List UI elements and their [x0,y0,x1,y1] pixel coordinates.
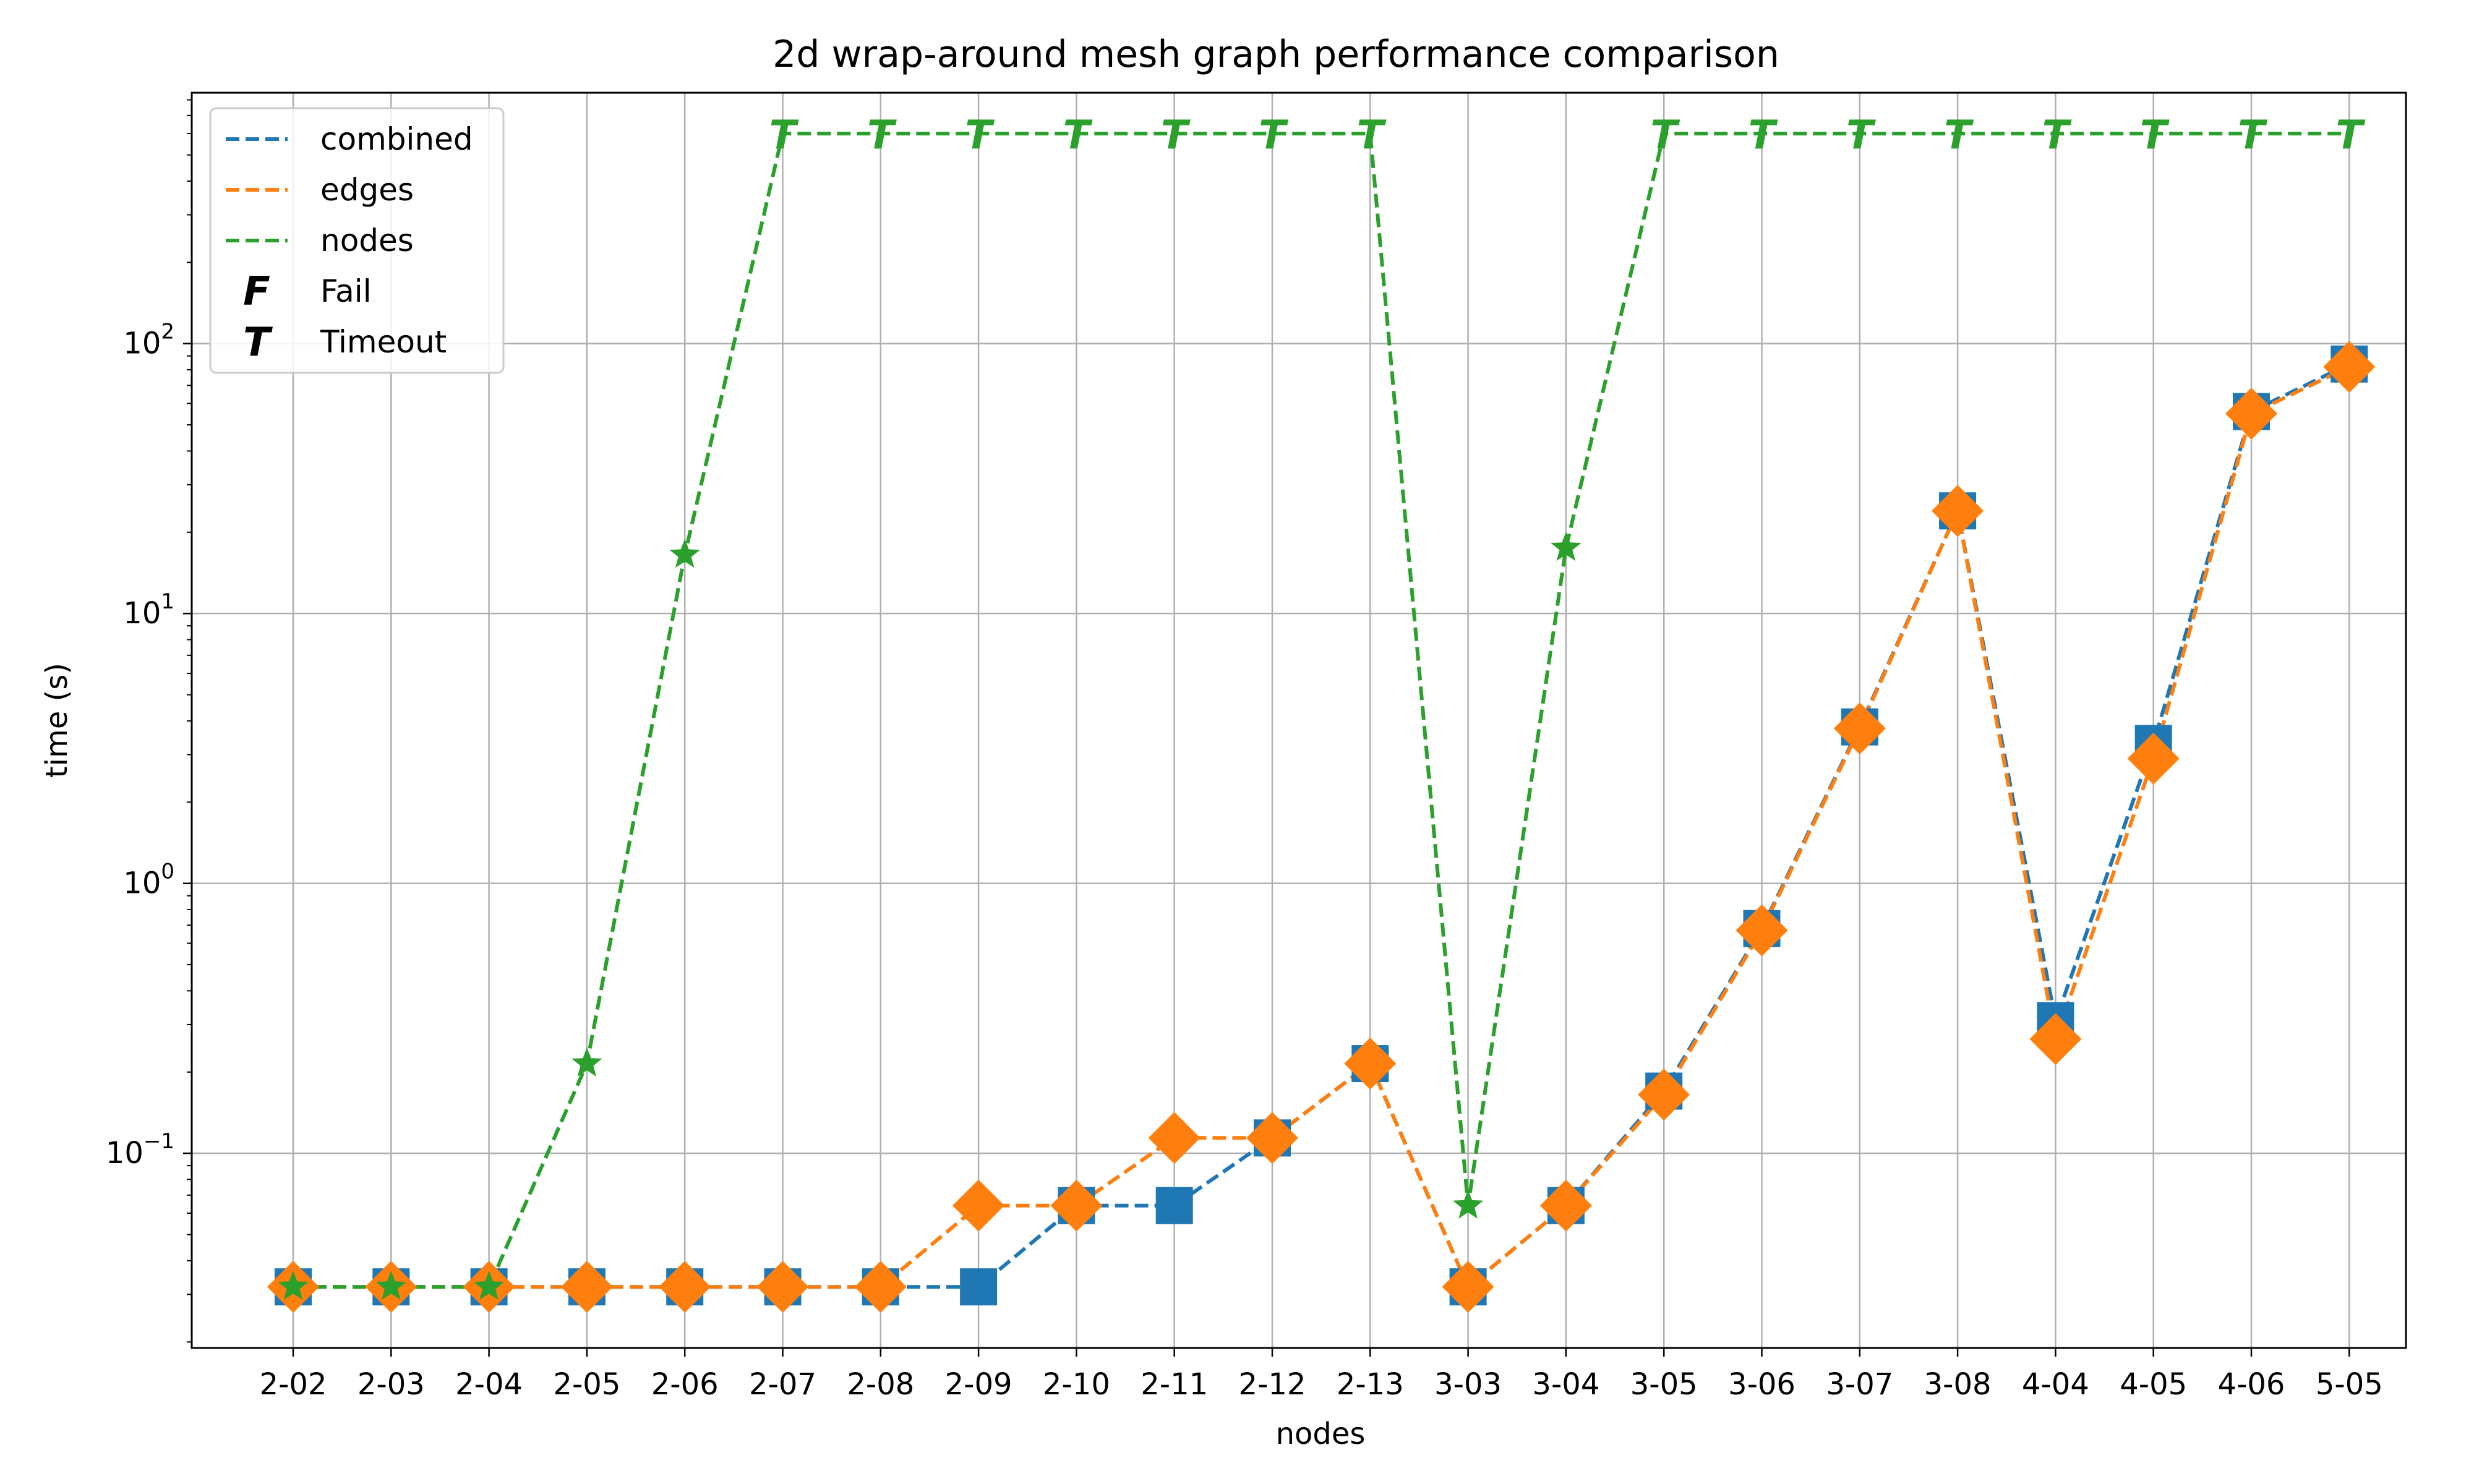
chart-title: 2d wrap-around mesh graph performance co… [773,33,1779,76]
nodes-point [669,539,700,568]
legend-box [209,107,505,374]
edges-point [1833,702,1886,755]
nodes-timeout-marker: T [1356,113,1386,158]
edges-point [2225,388,2277,440]
x-axis-label: nodes [1276,1417,1366,1451]
nodes-timeout-marker: T [2238,113,2267,158]
y-tick-label: 101 [123,589,174,631]
nodes-timeout-marker: T [965,113,995,158]
x-tick-label: 2-04 [455,1367,523,1402]
x-tick-label: 2-13 [1337,1367,1404,1402]
y-axis-label: time (s) [40,663,74,778]
edges-series-line [293,365,2350,1290]
nodes-point [473,1271,505,1300]
combined-point [960,1268,998,1306]
nodes-series-line [293,132,2350,1289]
y-tick-label: 10−1 [106,1129,174,1171]
x-tick-label: 3-07 [1826,1367,1893,1402]
edges-point [2029,1013,2082,1065]
nodes-timeout-marker: T [1650,113,1680,158]
nodes-point [375,1271,406,1300]
series-lines [293,132,2350,1290]
edges-point [560,1261,613,1313]
nodes-timeout-marker: T [1846,113,1876,158]
nodes-timeout-marker: T [769,113,799,158]
edges-point [1148,1112,1201,1164]
combined-point [1155,1187,1193,1224]
edges-point [1050,1179,1103,1232]
edges-point [1736,904,1788,957]
nodes-point [571,1047,602,1077]
edges-point [854,1261,907,1313]
edges-point [659,1261,711,1313]
legend-label-combined: combined [320,121,473,157]
edges-point [756,1261,809,1313]
nodes-timeout-marker: T [2042,113,2072,158]
x-tick-label: 2-07 [749,1367,816,1402]
legend-label-edges: edges [320,172,414,208]
nodes-timeout-marker: T [867,113,897,158]
edges-point [1638,1068,1690,1121]
x-tick-label: 3-04 [1532,1367,1599,1402]
nodes-point [278,1271,309,1300]
edges-point [2323,341,2376,393]
edges-point [1932,485,1984,537]
x-tick-label: 2-08 [847,1367,914,1402]
x-tick-label: 5-05 [2316,1367,2383,1402]
legend-label-nodes: nodes [320,223,414,258]
x-tick-label: 3-05 [1630,1367,1698,1402]
legend-marker-Fail: F [243,269,270,315]
y-axis: 10−1 100 101 102 [106,99,192,1343]
legend: combined edges nodes F Fail T Timeout [209,107,505,374]
nodes-timeout-marker: T [1161,113,1191,158]
edges-point [2127,732,2180,785]
nodes-timeout-marker: T [1748,113,1778,158]
x-tick-label: 2-12 [1239,1367,1306,1402]
x-tick-label: 2-11 [1141,1367,1208,1402]
x-tick-label: 4-06 [2218,1367,2285,1402]
y-tick-label: 100 [123,859,174,901]
x-tick-label: 2-02 [260,1367,327,1402]
x-tick-label: 2-06 [651,1367,719,1402]
edges-point [1246,1112,1298,1164]
nodes-point [1452,1189,1484,1219]
nodes-timeout-marker: T [2140,113,2170,158]
y-tick-label: 102 [123,320,174,361]
x-tick-label: 2-09 [945,1367,1012,1402]
nodes-timeout-marker: T [1259,113,1288,158]
nodes-point [1551,532,1582,561]
x-tick-label: 2-05 [553,1367,620,1402]
x-tick-label: 3-03 [1434,1367,1502,1402]
edges-point [952,1179,1005,1232]
legend-label-Timeout: Timeout [320,324,447,360]
edges-point [1344,1038,1397,1090]
x-axis: 2-02 2-03 2-04 2-05 2-06 2-07 2-08 2-09 2-10 2-11… [260,1348,2383,1402]
x-tick-label: 4-05 [2120,1367,2187,1402]
edges-point [1539,1179,1592,1232]
x-tick-label: 3-08 [1924,1367,1992,1402]
x-tick-label: 3-06 [1728,1367,1796,1402]
x-tick-label: 4-04 [2022,1367,2089,1402]
x-tick-label: 2-10 [1043,1367,1110,1402]
nodes-timeout-marker: T [2335,113,2365,158]
nodes-timeout-marker: T [1063,113,1093,158]
legend-marker-Timeout: T [243,320,273,365]
legend-label-Fail: Fail [320,273,372,309]
nodes-timeout-marker: T [1944,113,1974,158]
x-tick-label: 2-03 [357,1367,425,1402]
edges-point [1442,1261,1494,1313]
